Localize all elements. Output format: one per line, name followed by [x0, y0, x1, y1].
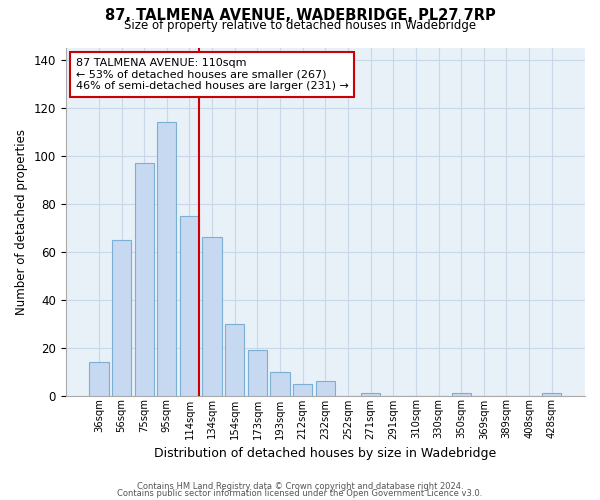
Bar: [452, 393, 471, 396]
Bar: [316, 381, 335, 396]
Bar: [202, 237, 222, 396]
Y-axis label: Number of detached properties: Number of detached properties: [15, 128, 28, 314]
Bar: [180, 216, 199, 396]
Text: Contains HM Land Registry data © Crown copyright and database right 2024.: Contains HM Land Registry data © Crown c…: [137, 482, 463, 491]
Text: Size of property relative to detached houses in Wadebridge: Size of property relative to detached ho…: [124, 18, 476, 32]
Text: 87, TALMENA AVENUE, WADEBRIDGE, PL27 7RP: 87, TALMENA AVENUE, WADEBRIDGE, PL27 7RP: [104, 8, 496, 22]
Text: Contains public sector information licensed under the Open Government Licence v3: Contains public sector information licen…: [118, 489, 482, 498]
Bar: [271, 372, 290, 396]
Bar: [361, 393, 380, 396]
Bar: [157, 122, 176, 396]
Text: 87 TALMENA AVENUE: 110sqm
← 53% of detached houses are smaller (267)
46% of semi: 87 TALMENA AVENUE: 110sqm ← 53% of detac…: [76, 58, 349, 91]
X-axis label: Distribution of detached houses by size in Wadebridge: Distribution of detached houses by size …: [154, 447, 496, 460]
Bar: [542, 393, 562, 396]
Bar: [89, 362, 109, 396]
Bar: [293, 384, 313, 396]
Bar: [248, 350, 267, 396]
Bar: [134, 162, 154, 396]
Bar: [225, 324, 244, 396]
Bar: [112, 240, 131, 396]
